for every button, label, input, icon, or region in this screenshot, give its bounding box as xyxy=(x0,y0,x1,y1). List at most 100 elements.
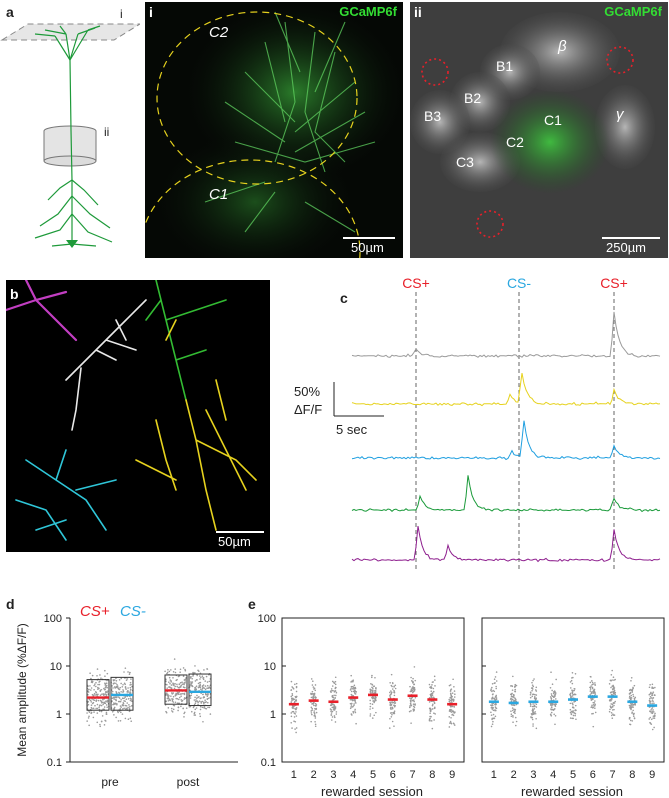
data-point xyxy=(198,700,201,702)
data-point xyxy=(450,711,453,713)
data-point xyxy=(649,722,652,724)
data-point xyxy=(391,720,394,723)
data-point xyxy=(104,686,107,689)
data-point xyxy=(531,709,534,712)
data-point xyxy=(553,690,556,692)
data-point xyxy=(115,679,118,682)
data-point xyxy=(393,725,395,727)
scale-bar-b: 50µm xyxy=(218,534,251,549)
data-point xyxy=(99,699,102,702)
data-point xyxy=(105,704,108,706)
data-point xyxy=(117,720,120,722)
data-point xyxy=(553,708,555,711)
data-point xyxy=(314,707,316,710)
data-point xyxy=(608,710,611,713)
data-point xyxy=(429,719,431,722)
data-point xyxy=(429,712,431,714)
data-point xyxy=(592,701,595,704)
data-point xyxy=(573,689,576,692)
data-point xyxy=(649,697,651,700)
data-point xyxy=(653,714,656,717)
data-point xyxy=(633,717,636,719)
data-point xyxy=(434,679,436,681)
data-point xyxy=(413,700,416,703)
data-point xyxy=(294,713,297,715)
data-point xyxy=(330,714,333,716)
panel-letter-e: e xyxy=(248,596,256,612)
data-point xyxy=(95,707,97,710)
data-point xyxy=(125,698,128,701)
data-point xyxy=(514,716,517,719)
data-point xyxy=(572,714,575,717)
data-point xyxy=(453,686,455,688)
data-point xyxy=(353,704,355,707)
data-point xyxy=(512,704,515,706)
data-point xyxy=(428,718,431,720)
data-point xyxy=(433,712,435,715)
data-point xyxy=(334,721,337,723)
data-point xyxy=(96,668,99,670)
data-point xyxy=(164,670,166,673)
data-point xyxy=(495,671,498,673)
data-point xyxy=(370,682,372,685)
data-point xyxy=(592,692,595,694)
data-point xyxy=(333,703,335,706)
data-point xyxy=(310,712,313,714)
data-point xyxy=(112,679,115,681)
data-point xyxy=(191,677,194,680)
data-point xyxy=(491,682,494,685)
trace-2 xyxy=(351,373,661,407)
data-point xyxy=(389,695,391,697)
data-point xyxy=(629,691,632,694)
data-point xyxy=(591,704,593,707)
micrograph-b: 50µm xyxy=(6,280,270,552)
data-point xyxy=(612,687,615,689)
data-point xyxy=(331,706,334,709)
data-point xyxy=(113,698,116,700)
data-point xyxy=(206,698,209,700)
data-point xyxy=(199,697,202,700)
data-point xyxy=(352,679,355,681)
data-point xyxy=(174,668,177,670)
data-point xyxy=(330,710,332,713)
x-tick-pre: pre xyxy=(101,775,119,789)
data-point xyxy=(393,700,396,703)
data-point xyxy=(204,701,207,704)
data-point xyxy=(310,720,312,723)
data-point xyxy=(611,669,613,672)
data-point xyxy=(389,691,391,694)
data-point xyxy=(95,681,97,684)
data-point xyxy=(495,703,497,706)
data-point xyxy=(449,705,452,708)
data-point xyxy=(570,711,573,713)
data-point xyxy=(331,716,334,718)
event-label-2: CS- xyxy=(507,275,531,291)
data-point xyxy=(290,715,293,718)
scale-y-unit: ΔF/F xyxy=(294,402,322,417)
data-point xyxy=(177,686,180,689)
data-point xyxy=(175,692,177,695)
data-point xyxy=(649,716,652,719)
data-point xyxy=(293,720,295,722)
x-tick-label: 4 xyxy=(350,769,356,781)
data-point xyxy=(389,717,391,720)
data-point xyxy=(590,706,592,709)
x-tick-label: 6 xyxy=(390,769,396,781)
data-point xyxy=(178,696,181,699)
data-point xyxy=(573,712,576,714)
data-point xyxy=(574,704,577,707)
data-point xyxy=(179,686,182,688)
data-point xyxy=(495,680,498,682)
data-point xyxy=(653,717,656,719)
data-point xyxy=(168,670,171,673)
data-point xyxy=(331,703,334,706)
data-point xyxy=(410,704,413,707)
data-point xyxy=(202,693,204,696)
micrograph-b-art xyxy=(6,280,264,541)
data-point xyxy=(613,704,615,707)
data-point xyxy=(652,687,655,689)
data-point xyxy=(315,705,317,707)
data-point xyxy=(413,706,416,709)
data-point xyxy=(452,711,455,713)
data-point xyxy=(103,687,105,690)
